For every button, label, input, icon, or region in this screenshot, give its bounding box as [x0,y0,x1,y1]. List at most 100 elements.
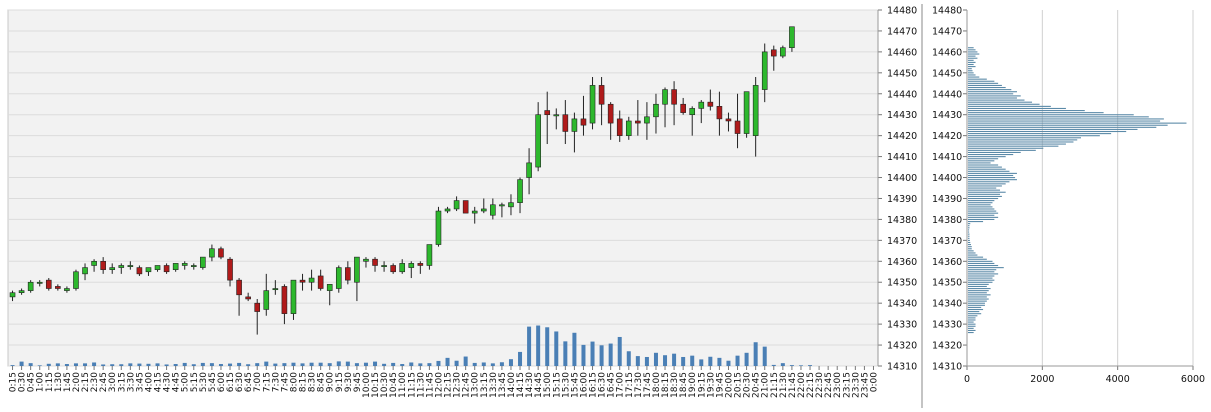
time-axis-label: 3:30 [126,372,136,392]
profile-bar [968,262,995,264]
time-axis-label: 12:30 [453,372,463,398]
candle-up [145,267,152,273]
profile-price-label: 14480 [932,6,962,17]
time-axis-label: 1:00 [36,372,46,392]
profile-bar [968,151,1021,153]
time-axis-label: 9:15 [335,372,345,392]
volume-bar [137,363,142,366]
profile-axis-label: 6000 [1181,374,1205,385]
candle-down [544,110,551,116]
profile-bar [968,315,978,317]
volume-bar [481,362,486,366]
volume-bar [735,355,740,366]
profile-price-label: 14400 [932,173,962,184]
profile-price-label: 14320 [932,341,962,352]
profile-bar [968,206,993,208]
candle-up [335,267,342,289]
candle-up [272,288,279,291]
profile-bar [968,179,1017,181]
time-axis-label: 23:30 [851,372,861,398]
profile-bar [968,164,999,166]
candle-up [18,290,25,293]
volume-bar [563,341,568,366]
price-axis-label: 14330 [887,320,917,331]
profile-bar [968,244,972,246]
profile-bar [968,260,993,262]
time-axis-label: 10:30 [380,372,390,398]
profile-price-label: 14330 [932,320,962,331]
profile-bar [968,290,989,292]
candle-down [562,114,569,132]
profile-bar [968,283,989,285]
profile-bar [968,195,1002,197]
profile-price-label: 14470 [932,26,962,37]
volume-bar [382,363,387,366]
price-axis-label: 14380 [887,215,917,226]
time-axis-label: 13:00 [471,372,481,398]
profile-price-label: 14430 [932,110,962,121]
time-axis-label: 5:15 [190,372,200,392]
time-axis-label: 1:30 [54,372,64,392]
price-axis-label: 14340 [887,299,917,310]
profile-bar [968,185,1002,187]
volume-bar [255,363,260,366]
profile-bar [968,202,993,204]
profile-bar [968,250,974,252]
profile-bar [968,308,984,311]
time-axis-label: 21:45 [788,372,798,398]
time-axis-label: 5:30 [199,372,209,392]
volume-bar [653,352,658,366]
profile-bar [968,323,976,325]
profile-bar [968,271,995,273]
volume-bar [572,332,577,366]
candle-up [789,26,795,48]
time-axis-label: 2:45 [99,372,109,392]
volume-bar [436,360,441,366]
volume-bar [37,365,42,366]
time-axis-label: 15:15 [552,372,562,398]
volume-bar [309,362,314,366]
volume-bar [173,364,178,366]
candle-up [780,47,786,57]
volume-bar [635,356,640,366]
volume-bar [608,343,613,366]
profile-bar [968,82,999,84]
volume-bar [409,362,414,366]
profile-bar [968,170,1010,172]
time-axis-label: 8:45 [317,372,327,392]
candle-up [526,162,532,178]
volume-bar [808,365,813,366]
time-axis-label: 10:45 [389,372,399,398]
profile-bar [968,197,999,200]
profile-bar [968,137,1081,139]
volume-bar [490,363,495,366]
time-axis-label: 18:45 [679,372,689,398]
volume-bar [228,363,233,366]
volume-bar [445,357,450,366]
volume-bar [599,345,604,366]
candle-down [390,265,396,273]
time-axis-label: 20:15 [734,372,744,398]
candle-down [218,248,224,258]
profile-bar [968,317,976,319]
time-axis-label: 3:45 [135,372,145,392]
candle-down [236,279,242,296]
volume-bar [10,365,15,366]
profile-bar [968,97,1017,99]
profile-plot-area [967,10,1193,366]
time-axis-label: 20:00 [724,372,734,398]
profile-bar [968,103,1040,105]
profile-bar [968,112,1104,114]
candle-up [263,290,270,310]
time-axis-label: 4:15 [154,372,164,392]
candle-up [64,288,70,291]
volume-profile-panel: 0 2000 4000 6000 14310 14320 14330 14340 14350 14… [921,4,1205,408]
volume-bar [518,351,523,366]
time-axis-label: 14:45 [534,372,544,398]
price-axis-label: 14390 [887,194,917,205]
volume-bar [46,363,51,366]
candle-up [553,114,560,117]
volume-bar [536,325,541,366]
candle-down [227,258,233,281]
profile-bar [968,156,1006,158]
